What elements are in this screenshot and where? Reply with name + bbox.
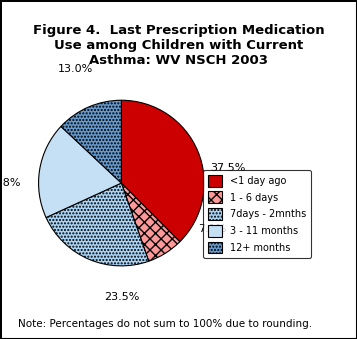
Text: Note: Percentages do not sum to 100% due to rounding.: Note: Percentages do not sum to 100% due… (18, 319, 312, 329)
Wedge shape (39, 126, 121, 218)
Text: 23.5%: 23.5% (104, 292, 139, 302)
Wedge shape (121, 100, 204, 242)
Text: 37.5%: 37.5% (210, 163, 245, 173)
Text: 13.0%: 13.0% (58, 64, 94, 74)
Text: Figure 4.  Last Prescription Medication
Use among Children with Current
Asthma: : Figure 4. Last Prescription Medication U… (33, 24, 324, 67)
Wedge shape (46, 183, 149, 266)
Legend: <1 day ago, 1 - 6 days, 7days - 2mnths, 3 - 11 months, 12+ months: <1 day ago, 1 - 6 days, 7days - 2mnths, … (203, 170, 311, 258)
Text: 7.1%: 7.1% (198, 224, 227, 234)
Wedge shape (121, 183, 180, 261)
Text: 18.8%: 18.8% (0, 178, 21, 188)
Wedge shape (61, 100, 121, 183)
